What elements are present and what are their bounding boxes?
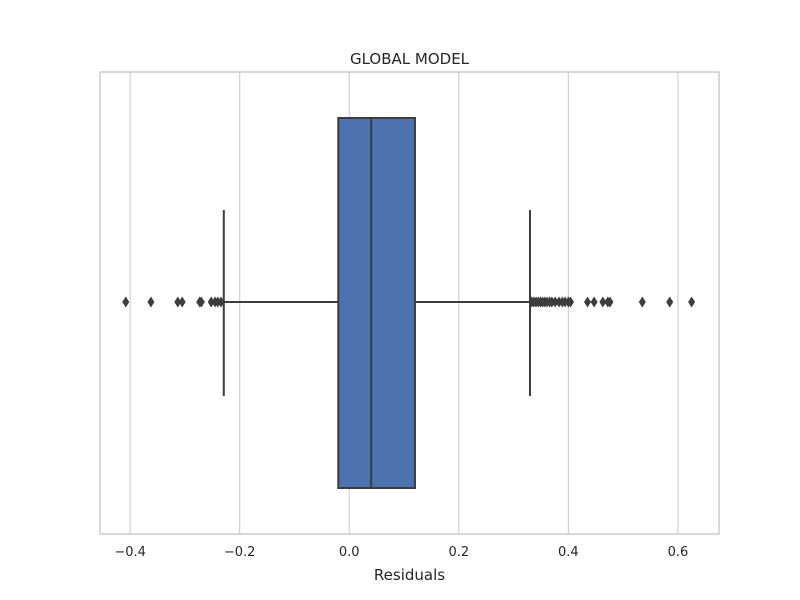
outlier-point (551, 296, 559, 308)
x-tick-label: 0.2 (448, 545, 469, 560)
outlier-point (207, 296, 215, 308)
outlier-point (174, 296, 182, 308)
x-tick-label: 0.6 (668, 545, 689, 560)
x-tick-labels: −0.4 −0.2 0.0 0.2 0.4 0.6 (114, 545, 688, 560)
outlier-point (590, 296, 598, 308)
x-tick-label: −0.2 (224, 545, 256, 560)
outlier-point (197, 296, 205, 308)
x-tick-label: 0.0 (339, 545, 360, 560)
outlier-point (178, 296, 186, 308)
x-tick-label: 0.4 (558, 545, 579, 560)
outlier-point (122, 296, 130, 308)
outlier-point (638, 296, 646, 308)
outlier-points (122, 296, 696, 308)
box-group (222, 117, 532, 489)
x-axis-label: Residuals (374, 566, 445, 584)
plot-area-frame (99, 71, 720, 535)
iqr-box (337, 117, 416, 489)
outlier-point (599, 296, 607, 308)
outlier-point (217, 296, 225, 308)
outlier-point (606, 296, 614, 308)
outlier-point (147, 296, 155, 308)
x-tick-label: −0.4 (114, 545, 146, 560)
outlier-point (666, 296, 674, 308)
outlier-point (567, 296, 575, 308)
outlier-point (688, 296, 696, 308)
chart-title: GLOBAL MODEL (350, 50, 470, 68)
outlier-point (584, 296, 592, 308)
